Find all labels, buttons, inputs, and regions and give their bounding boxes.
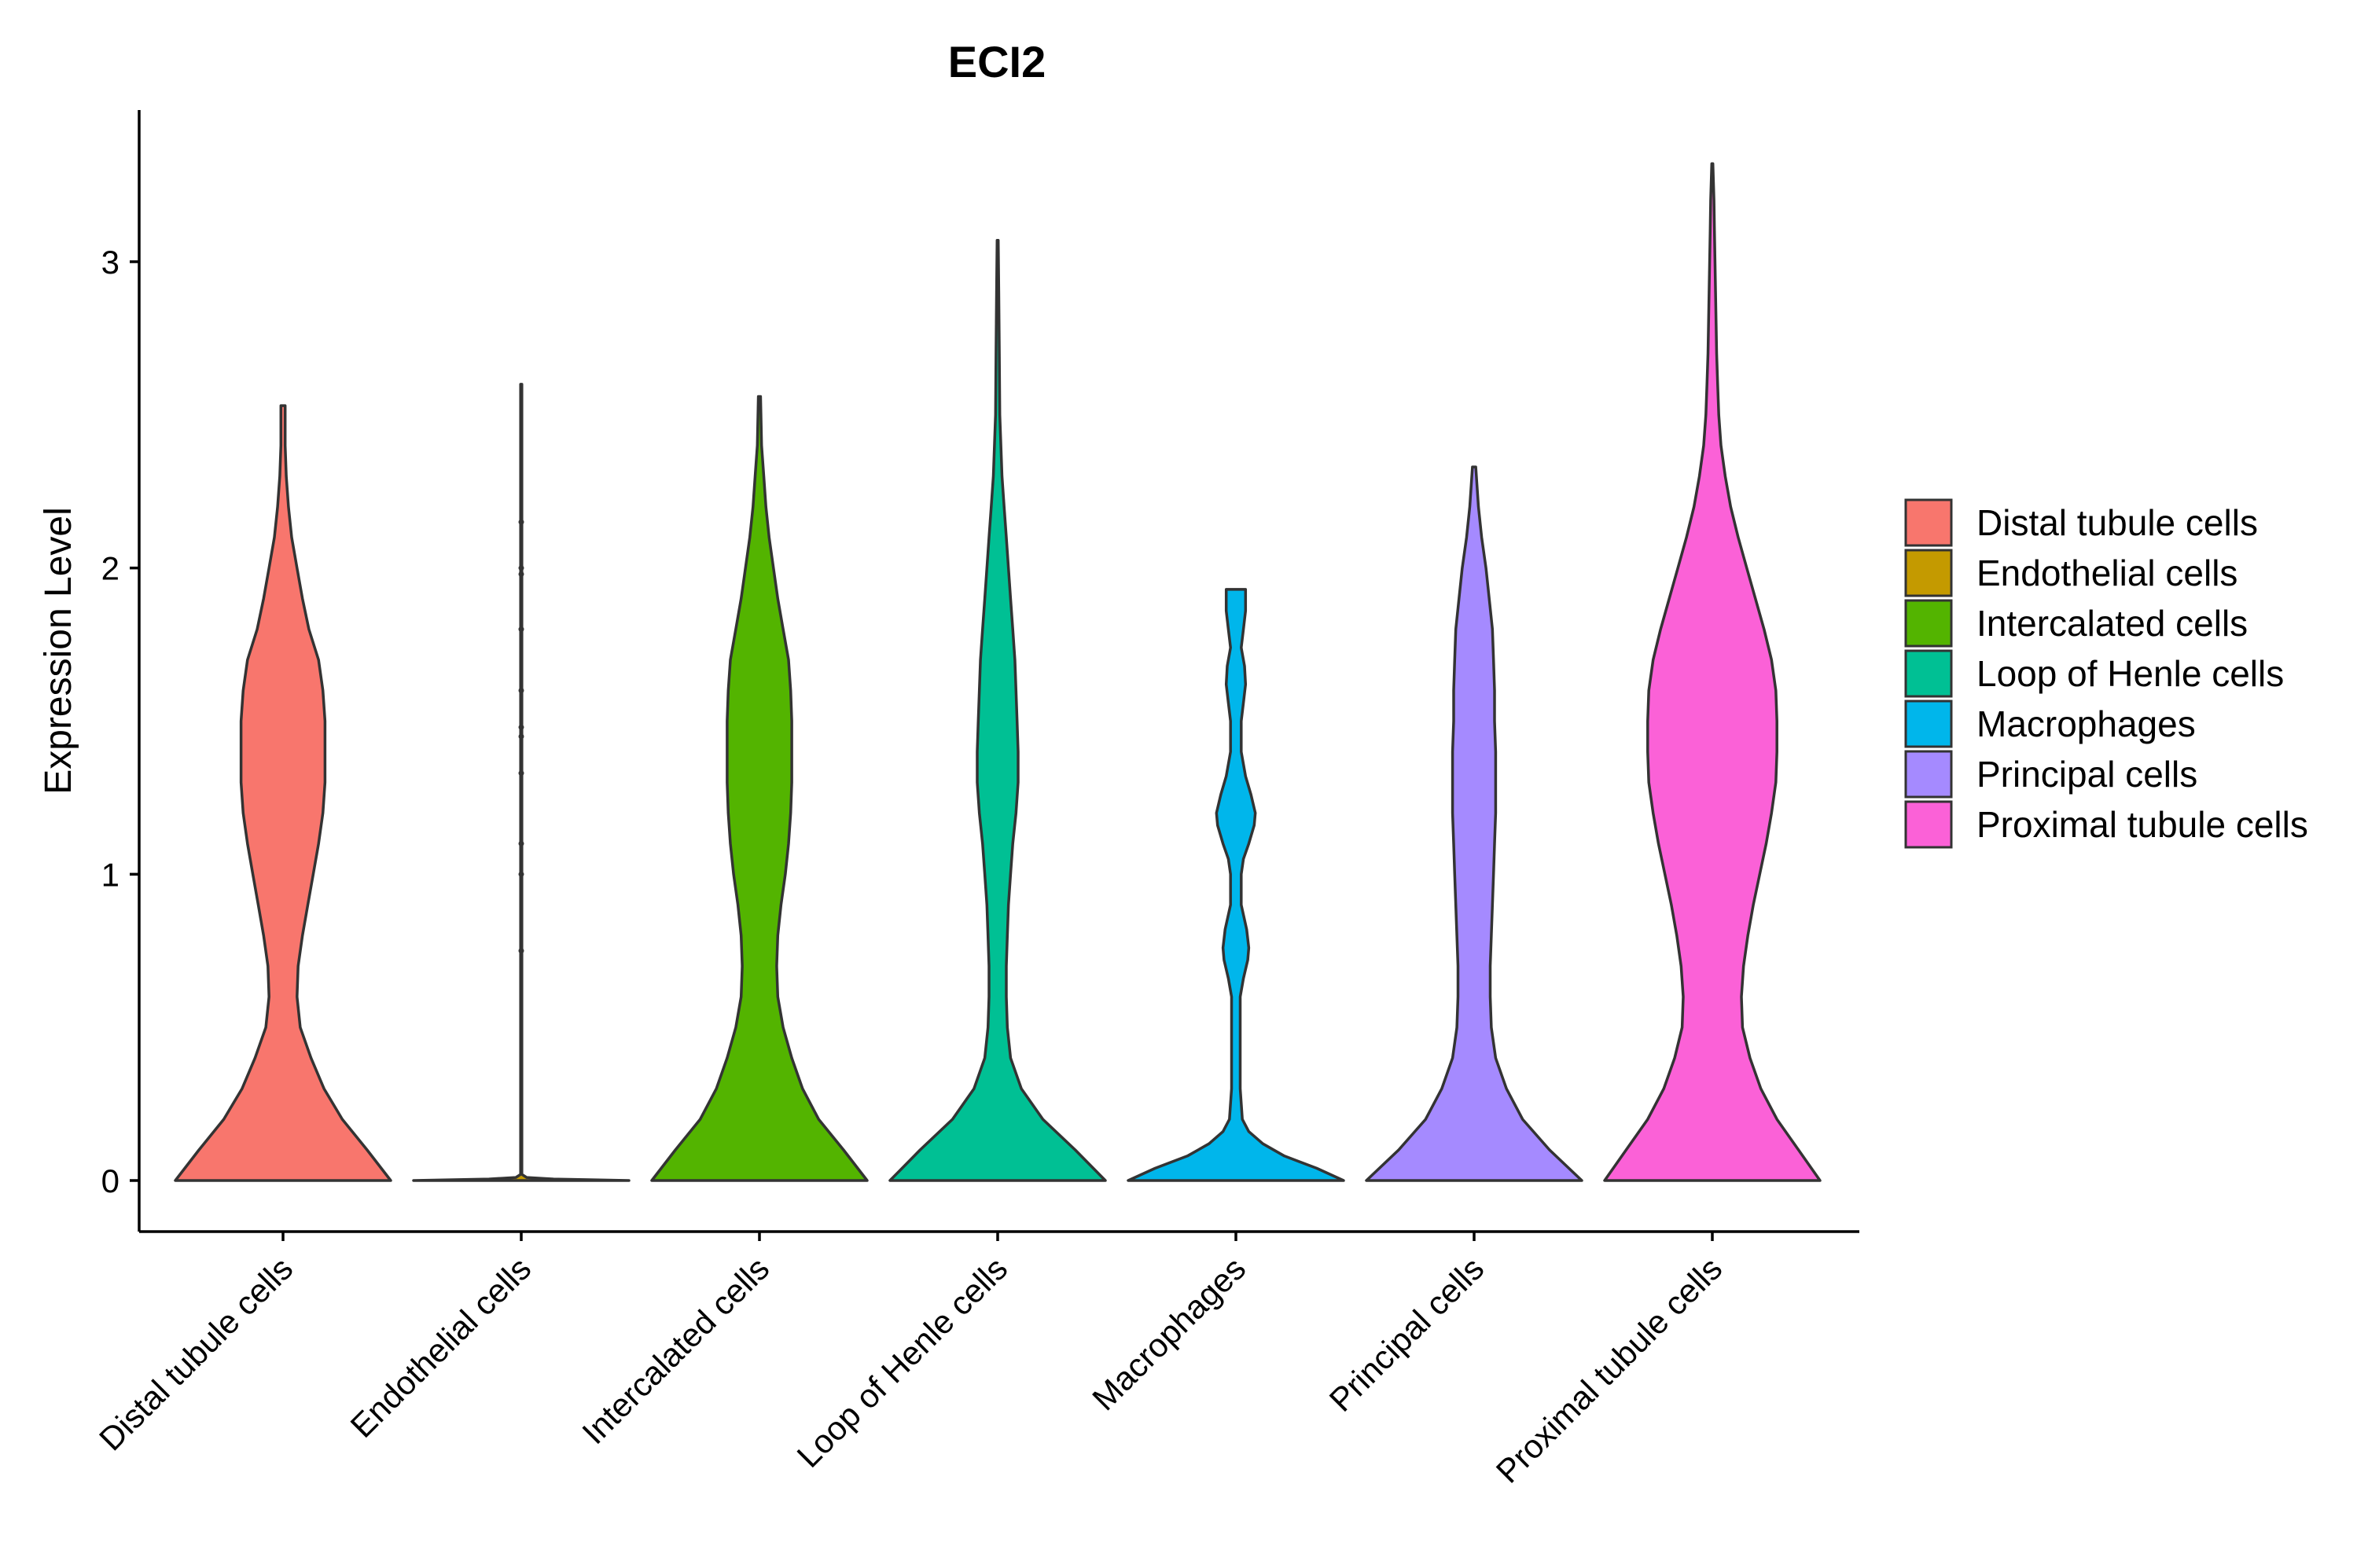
y-tick-label: 3	[101, 244, 120, 281]
legend-label-endothelial-cells: Endothelial cells	[1976, 553, 2237, 593]
y-tick-label: 0	[101, 1162, 120, 1199]
legend-key-macrophages	[1904, 700, 1953, 748]
violin-intercalated-cells	[650, 395, 869, 1182]
legend-key-intercalated-cells	[1904, 599, 1953, 648]
violin-proximal-tubule-cells	[1603, 162, 1822, 1182]
point-endothelial-cells	[518, 948, 524, 954]
x-tick-label-intercalated-cells: Intercalated cells	[575, 1250, 776, 1451]
x-tick-label-loop-of-henle-cells: Loop of Henle cells	[790, 1250, 1015, 1474]
point-endothelial-cells	[518, 571, 524, 577]
x-tick-label-endothelial-cells: Endothelial cells	[344, 1250, 539, 1445]
violins-layer	[174, 162, 1822, 1182]
x-tick-label-distal-tubule-cells: Distal tubule cells	[92, 1250, 300, 1457]
legend-label-intercalated-cells: Intercalated cells	[1976, 603, 2248, 644]
legend-key-distal-tubule-cells	[1904, 498, 1953, 547]
point-endothelial-cells	[518, 733, 524, 740]
point-endothelial-cells	[518, 565, 524, 571]
legend-label-macrophages: Macrophages	[1976, 703, 2196, 744]
chart-title: ECI2	[948, 37, 1046, 86]
legend-label-loop-of-henle-cells: Loop of Henle cells	[1976, 653, 2284, 694]
y-tick-label: 2	[101, 550, 120, 587]
x-tick-label-proximal-tubule-cells: Proximal tubule cells	[1489, 1250, 1730, 1490]
legend-label-distal-tubule-cells: Distal tubule cells	[1976, 502, 2258, 543]
y-axis-title: Expression Level	[38, 507, 79, 795]
point-endothelial-cells	[518, 724, 524, 730]
legend: Distal tubule cells Endothelial cells Inte…	[1904, 498, 2308, 849]
violin-macrophages	[1127, 588, 1345, 1182]
legend-key-proximal-tubule-cells	[1904, 800, 1953, 849]
point-endothelial-cells	[518, 770, 524, 777]
point-endothelial-cells	[518, 626, 524, 633]
legend-key-principal-cells	[1904, 750, 1953, 799]
legend-key-loop-of-henle-cells	[1904, 649, 1953, 698]
x-tick-label-principal-cells: Principal cells	[1322, 1250, 1491, 1419]
legend-label-principal-cells: Principal cells	[1976, 754, 2197, 795]
violin-distal-tubule-cells	[174, 404, 392, 1182]
y-tick-label: 1	[101, 856, 120, 893]
point-endothelial-cells	[518, 688, 524, 694]
point-endothelial-cells	[518, 519, 524, 525]
violin-endothelial-cells	[412, 383, 631, 1182]
legend-label-proximal-tubule-cells: Proximal tubule cells	[1976, 804, 2308, 845]
points-layer	[518, 519, 524, 954]
x-tick-label-macrophages: Macrophages	[1085, 1250, 1252, 1417]
axes-layer: 0 1 2 3 Distal tubule cells Endothelial cells…	[92, 110, 1859, 1490]
legend-key-endothelial-cells	[1904, 549, 1953, 597]
violin-principal-cells	[1365, 465, 1583, 1182]
violin-loop-of-henle-cells	[888, 238, 1107, 1182]
point-endothelial-cells	[518, 840, 524, 846]
point-endothelial-cells	[518, 871, 524, 877]
